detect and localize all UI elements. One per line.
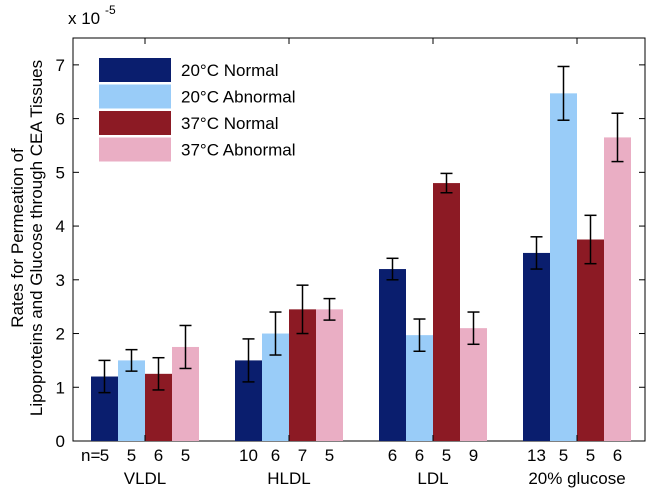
n-count-label: 9 <box>469 446 478 465</box>
n-count-label: 6 <box>388 446 397 465</box>
n-count-label: 5 <box>559 446 568 465</box>
y-multiplier-exponent: -5 <box>105 3 116 17</box>
bar <box>118 360 145 441</box>
y-tick-label: 4 <box>56 217 65 236</box>
n-count-label: 6 <box>415 446 424 465</box>
category-label: HLDL <box>267 469 310 488</box>
category-label: LDL <box>417 469 448 488</box>
y-multiplier-base: x 10 <box>68 9 100 28</box>
legend-swatch <box>99 84 171 109</box>
legend-label: 20°C Normal <box>181 61 279 80</box>
n-count-label: 6 <box>271 446 280 465</box>
legend-label: 20°C Abnormal <box>181 88 296 107</box>
bar <box>523 252 550 441</box>
n-count-label: 5 <box>181 446 190 465</box>
y-axis-title: Rates for Permeation of Lipoproteins and… <box>8 60 46 416</box>
bar <box>406 335 433 441</box>
y-tick-label: 7 <box>56 56 65 75</box>
legend-swatch <box>99 137 171 162</box>
y-tick-label: 6 <box>56 110 65 129</box>
n-count-label: 6 <box>154 446 163 465</box>
y-axis-multiplier: x 10 -5 <box>68 3 116 28</box>
legend-swatch <box>99 58 171 82</box>
bar <box>433 183 460 441</box>
legend-label: 37°C Normal <box>181 114 279 133</box>
n-count-label: 5 <box>325 446 334 465</box>
n-count-label: 5 <box>127 446 136 465</box>
y-tick-label: 1 <box>56 378 65 397</box>
n-count-label: 5 <box>586 446 595 465</box>
category-label: 20% glucose <box>528 469 625 488</box>
y-tick-label: 0 <box>56 432 65 451</box>
bar <box>550 93 577 441</box>
n-count-label: 5 <box>100 446 109 465</box>
bar <box>460 328 487 441</box>
n-count-label: 7 <box>298 446 307 465</box>
n-count-label: 6 <box>613 446 622 465</box>
category-label: VLDL <box>124 469 167 488</box>
plot-frame <box>72 37 646 442</box>
legend-label: 37°C Abnormal <box>181 141 296 160</box>
y-tick-label: 3 <box>56 271 65 290</box>
n-prefix-label: n= <box>81 446 100 465</box>
y-axis-title-line-2: Lipoproteins and Glucose through CEA Tis… <box>27 60 46 416</box>
y-tick-label: 2 <box>56 325 65 344</box>
bar <box>577 239 604 441</box>
y-axis-title-line-1: Rates for Permeation of <box>8 148 27 328</box>
n-count-label: 13 <box>527 446 546 465</box>
n-count-label: 10 <box>239 446 258 465</box>
n-count-label: 5 <box>442 446 451 465</box>
bar <box>316 309 343 441</box>
bar <box>604 137 631 441</box>
y-tick-label: 5 <box>56 163 65 182</box>
bar <box>379 269 406 441</box>
legend-swatch <box>99 111 171 135</box>
